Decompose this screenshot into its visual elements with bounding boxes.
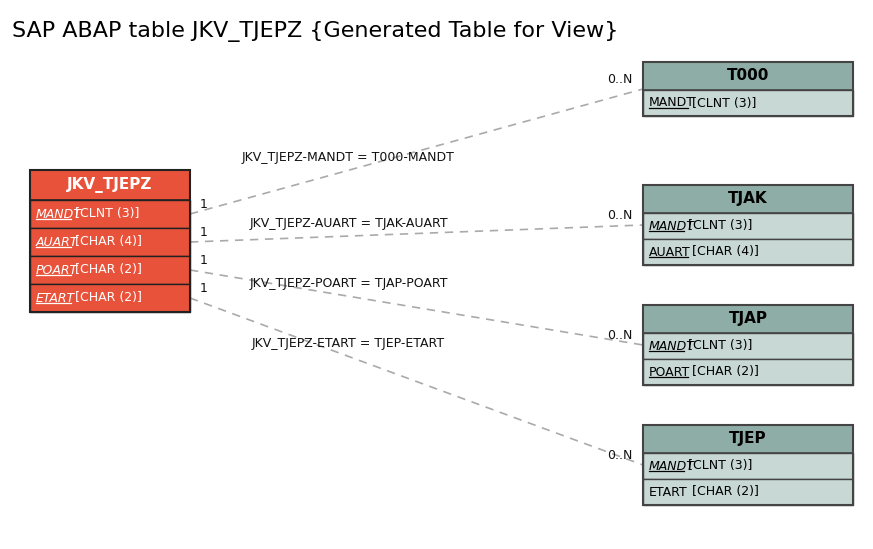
Bar <box>643 239 853 265</box>
Text: POART: POART <box>649 366 691 378</box>
Bar <box>643 333 853 359</box>
Text: 0..N: 0..N <box>608 209 633 222</box>
Bar <box>643 359 853 385</box>
Text: [CLNT (3)]: [CLNT (3)] <box>684 220 753 232</box>
Text: [CLNT (3)]: [CLNT (3)] <box>71 208 140 221</box>
Text: AUART: AUART <box>36 236 79 249</box>
Text: MANDT: MANDT <box>649 460 695 473</box>
Bar <box>643 479 853 505</box>
Bar <box>643 453 853 479</box>
Text: 1: 1 <box>200 198 208 211</box>
Bar <box>643 213 853 239</box>
Text: JKV_TJEPZ-ETART = TJEP-ETART: JKV_TJEPZ-ETART = TJEP-ETART <box>252 338 445 350</box>
Text: [CLNT (3)]: [CLNT (3)] <box>688 97 756 109</box>
Text: TJAK: TJAK <box>728 192 768 206</box>
Text: JKV_TJEPZ: JKV_TJEPZ <box>67 177 153 193</box>
Text: TJEP: TJEP <box>729 432 766 446</box>
Text: 1: 1 <box>200 226 208 239</box>
Text: JKV_TJEPZ-MANDT = T000-MANDT: JKV_TJEPZ-MANDT = T000-MANDT <box>242 152 455 164</box>
Text: JKV_TJEPZ-AUART = TJAK-AUART: JKV_TJEPZ-AUART = TJAK-AUART <box>249 217 448 230</box>
Text: [CLNT (3)]: [CLNT (3)] <box>684 460 753 473</box>
Text: [CLNT (3)]: [CLNT (3)] <box>684 339 753 352</box>
Text: MANDT: MANDT <box>649 339 695 352</box>
Text: MANDT: MANDT <box>649 97 695 109</box>
Text: ETART: ETART <box>649 485 688 498</box>
Text: [CHAR (2)]: [CHAR (2)] <box>688 485 759 498</box>
Bar <box>643 185 853 265</box>
Bar <box>643 425 853 453</box>
Text: AUART: AUART <box>649 245 691 259</box>
Bar <box>30 170 190 312</box>
Bar <box>30 284 190 312</box>
Text: TJAP: TJAP <box>728 311 767 327</box>
Text: [CHAR (2)]: [CHAR (2)] <box>71 292 141 305</box>
Text: MANDT: MANDT <box>649 220 695 232</box>
Text: SAP ABAP table JKV_TJEPZ {Generated Table for View}: SAP ABAP table JKV_TJEPZ {Generated Tabl… <box>12 21 618 42</box>
Bar <box>643 305 853 333</box>
Text: JKV_TJEPZ-POART = TJAP-POART: JKV_TJEPZ-POART = TJAP-POART <box>250 277 448 290</box>
Text: ETART: ETART <box>36 292 75 305</box>
Bar <box>30 200 190 228</box>
Bar <box>643 185 853 213</box>
Bar <box>30 228 190 256</box>
Bar <box>643 305 853 385</box>
Text: [CHAR (2)]: [CHAR (2)] <box>688 366 759 378</box>
Bar <box>30 256 190 284</box>
Text: 1: 1 <box>200 254 208 267</box>
Bar <box>643 62 853 116</box>
Bar <box>643 425 853 505</box>
Text: T000: T000 <box>727 69 769 83</box>
Bar <box>30 170 190 200</box>
Text: [CHAR (4)]: [CHAR (4)] <box>71 236 141 249</box>
Bar <box>643 90 853 116</box>
Text: [CHAR (2)]: [CHAR (2)] <box>71 264 141 277</box>
Text: MANDT: MANDT <box>36 208 82 221</box>
Text: 1: 1 <box>200 282 208 295</box>
Text: [CHAR (4)]: [CHAR (4)] <box>688 245 759 259</box>
Text: 0..N: 0..N <box>608 73 633 86</box>
Text: 0..N: 0..N <box>608 329 633 342</box>
Text: 0..N: 0..N <box>608 449 633 462</box>
Bar <box>643 62 853 90</box>
Text: POART: POART <box>36 264 78 277</box>
